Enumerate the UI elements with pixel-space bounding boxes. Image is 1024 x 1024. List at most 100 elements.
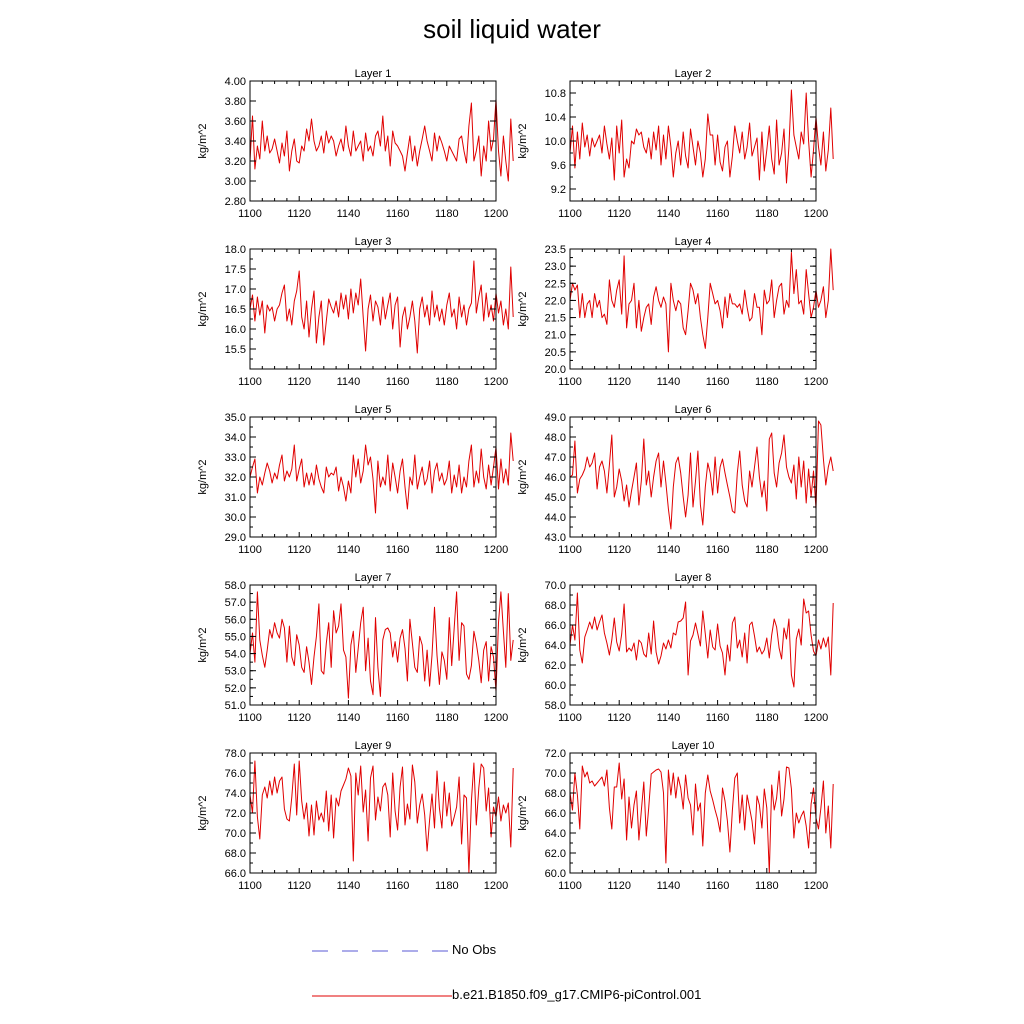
panel-title: Layer 3 (355, 236, 392, 248)
x-tick-label: 1120 (607, 880, 631, 892)
y-tick-label: 56.0 (225, 614, 246, 626)
x-tick-label: 1160 (386, 544, 410, 556)
x-tick-label: 1200 (804, 208, 828, 220)
x-tick-label: 1180 (755, 880, 779, 892)
y-tick-label: 58.0 (225, 580, 246, 592)
y-tick-label: 76.0 (225, 768, 246, 780)
x-tick-label: 1160 (386, 712, 410, 724)
x-tick-label: 1160 (706, 376, 730, 388)
y-tick-label: 23.0 (545, 261, 566, 273)
y-tick-label: 70.0 (545, 768, 566, 780)
x-tick-label: 1120 (607, 208, 631, 220)
y-tick-label: 68.0 (545, 600, 566, 612)
legend-item-no-obs: No Obs (312, 941, 812, 961)
panel-title: Layer 4 (675, 236, 712, 248)
y-tick-label: 4.00 (225, 76, 246, 88)
y-tick-label: 72.0 (225, 808, 246, 820)
y-tick-label: 58.0 (545, 700, 566, 712)
panel-title: Layer 7 (355, 572, 392, 584)
panel-layer-2: Layer 2 kg/m^2 1100 1120 1140 1160 1180 1200 9.2… (517, 68, 834, 220)
series-line (249, 432, 514, 514)
y-tick-label: 20.5 (545, 347, 566, 359)
x-tick-label: 1120 (287, 544, 311, 556)
x-tick-label: 1200 (484, 712, 508, 724)
y-tick-label: 10.4 (545, 112, 566, 124)
y-axis-label: kg/m^2 (517, 627, 529, 662)
y-tick-label: 68.0 (225, 848, 246, 860)
panel-layer-8: Layer 8 kg/m^2 1100 1120 1140 1160 1180 1200 58.… (517, 572, 834, 724)
y-tick-label: 17.5 (225, 264, 246, 276)
y-tick-label: 22.0 (545, 295, 566, 307)
x-tick-label: 1100 (238, 544, 262, 556)
y-tick-label: 35.0 (225, 412, 246, 424)
x-tick-label: 1180 (755, 544, 779, 556)
x-tick-label: 1160 (706, 208, 730, 220)
x-tick-label: 1140 (657, 880, 681, 892)
x-tick-label: 1140 (657, 544, 681, 556)
y-tick-label: 48.0 (545, 432, 566, 444)
y-tick-label: 10.8 (545, 88, 566, 100)
y-tick-label: 78.0 (225, 748, 246, 760)
y-tick-label: 66.0 (225, 868, 246, 880)
y-tick-label: 60.0 (545, 680, 566, 692)
legend-label-model-run: b.e21.B1850.f09_g17.CMIP6-piControl.001 (452, 987, 702, 1002)
series-line (569, 420, 834, 530)
y-tick-label: 33.0 (225, 452, 246, 464)
y-tick-label: 17.0 (225, 284, 246, 296)
y-tick-label: 18.0 (225, 244, 246, 256)
x-tick-label: 1160 (706, 880, 730, 892)
series-line (249, 260, 514, 354)
y-tick-label: 54.0 (225, 649, 246, 661)
x-tick-label: 1200 (804, 544, 828, 556)
x-tick-label: 1160 (386, 208, 410, 220)
x-tick-label: 1140 (337, 712, 361, 724)
plot-frame (569, 416, 817, 538)
panel-layer-1: Layer 1 kg/m^2 1100 1120 1140 1160 1180 1200 2.8… (197, 68, 514, 220)
y-tick-label: 72.0 (545, 748, 566, 760)
x-tick-label: 1100 (558, 376, 582, 388)
series-line (249, 591, 514, 699)
y-tick-label: 52.0 (225, 683, 246, 695)
panel-layer-6: Layer 6 kg/m^2 1100 1120 1140 1160 1180 1200 43.… (517, 404, 834, 556)
y-tick-label: 31.0 (225, 492, 246, 504)
x-tick-label: 1140 (337, 208, 361, 220)
x-tick-label: 1180 (435, 880, 459, 892)
y-tick-label: 44.0 (545, 512, 566, 524)
x-tick-label: 1120 (287, 208, 311, 220)
x-tick-label: 1140 (337, 880, 361, 892)
y-axis-label: kg/m^2 (517, 459, 529, 494)
y-tick-label: 9.2 (551, 184, 566, 196)
x-tick-label: 1200 (804, 880, 828, 892)
y-tick-label: 43.0 (545, 532, 566, 544)
panel-title: Layer 10 (672, 740, 715, 752)
panel-layer-4: Layer 4 kg/m^2 1100 1120 1140 1160 1180 1200 20.… (517, 236, 834, 388)
x-tick-label: 1140 (337, 376, 361, 388)
y-axis-label: kg/m^2 (197, 795, 209, 830)
y-tick-label: 66.0 (545, 808, 566, 820)
series-line (569, 762, 834, 874)
x-tick-label: 1180 (755, 712, 779, 724)
x-tick-label: 1100 (558, 208, 582, 220)
panel-title: Layer 1 (355, 68, 392, 80)
y-tick-label: 16.5 (225, 304, 246, 316)
x-tick-label: 1180 (755, 376, 779, 388)
panel-title: Layer 6 (675, 404, 712, 416)
y-axis-label: kg/m^2 (197, 627, 209, 662)
y-tick-label: 32.0 (225, 472, 246, 484)
y-tick-label: 60.0 (545, 868, 566, 880)
y-tick-label: 10.0 (545, 136, 566, 148)
x-tick-label: 1120 (607, 376, 631, 388)
plot-frame (569, 248, 817, 370)
y-axis-label: kg/m^2 (517, 795, 529, 830)
y-tick-label: 29.0 (225, 532, 246, 544)
x-tick-label: 1140 (337, 544, 361, 556)
legend-item-model-run: b.e21.B1850.f09_g17.CMIP6-piControl.001 (312, 986, 812, 1006)
panel-title: Layer 9 (355, 740, 392, 752)
y-tick-label: 3.60 (225, 116, 246, 128)
x-tick-label: 1160 (706, 712, 730, 724)
y-tick-label: 3.20 (225, 156, 246, 168)
y-tick-label: 3.80 (225, 96, 246, 108)
y-tick-label: 74.0 (225, 788, 246, 800)
x-tick-label: 1140 (657, 712, 681, 724)
y-tick-label: 21.0 (545, 330, 566, 342)
